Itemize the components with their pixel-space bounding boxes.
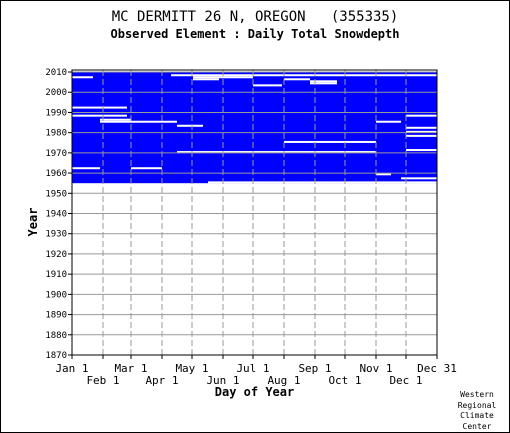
y-tick-label: 1970: [45, 149, 67, 159]
missing-data-gap: [72, 114, 127, 117]
missing-data-gap: [72, 106, 127, 109]
chart-title: MC DERMITT 26 N, OREGON (355335): [111, 9, 399, 25]
x-axis-title: Day of Year: [215, 385, 294, 399]
chart-subtitle: Observed Element : Daily Total Snowdepth: [110, 27, 400, 41]
missing-data-gap: [208, 181, 437, 184]
missing-data-gap: [177, 151, 376, 154]
y-tick-label: 1960: [45, 169, 67, 179]
missing-data-gap: [406, 149, 437, 152]
y-tick-label: 1910: [45, 270, 67, 280]
missing-data-gap: [100, 118, 131, 121]
x-tick-label: Dec 31: [417, 362, 457, 375]
missing-data-gap: [310, 82, 337, 85]
x-tick-label: Jan 1: [55, 362, 88, 375]
missing-data-gap: [406, 134, 437, 137]
y-axis-title: Year: [26, 207, 40, 237]
x-tick-label: Jun 1: [206, 374, 239, 387]
missing-data-gap: [72, 167, 100, 170]
x-tick-label: Dec 1: [389, 374, 422, 387]
credit-line: Regional: [457, 400, 497, 410]
y-tick-label: 1980: [45, 129, 67, 139]
missing-data-gap: [72, 70, 437, 73]
x-tick-label: Aug 1: [267, 374, 300, 387]
x-tick-label: Oct 1: [328, 374, 361, 387]
missing-data-gap: [193, 78, 219, 81]
y-tick-label: 1890: [45, 311, 67, 321]
plot-border: [71, 69, 438, 356]
missing-data-gap: [72, 76, 93, 79]
missing-data-gap: [100, 120, 177, 123]
missing-data-gap: [253, 84, 282, 87]
x-tick-label: Feb 1: [86, 374, 119, 387]
credit-line: Center: [462, 421, 492, 431]
y-tick-label: 1950: [45, 189, 67, 199]
missing-data-gap: [406, 126, 437, 129]
missing-data-gap: [193, 76, 219, 79]
y-tick-label: 1940: [45, 210, 67, 220]
missing-data-gap: [219, 76, 253, 79]
missing-data-gap: [406, 130, 437, 133]
x-tick-label: Nov 1: [359, 362, 392, 375]
y-tick-label: 1990: [45, 108, 67, 118]
missing-data-gap: [284, 140, 376, 143]
y-tick-label: 1880: [45, 331, 67, 341]
missing-data-gap: [376, 173, 391, 176]
missing-data-gap: [406, 114, 437, 117]
x-tick-label: Sep 1: [298, 362, 331, 375]
y-tick-label: 2000: [45, 88, 67, 98]
data-coverage-block: [72, 70, 437, 184]
x-tick-label: Apr 1: [145, 374, 178, 387]
x-tick-label: Jul 1: [236, 362, 269, 375]
missing-data-gap: [376, 120, 401, 123]
missing-data-gap: [177, 124, 203, 127]
y-tick-label: 1870: [45, 351, 67, 361]
missing-data-gap: [401, 177, 437, 180]
missing-data-gap: [284, 78, 310, 81]
x-tick-label: Mar 1: [114, 362, 147, 375]
missing-data-gap: [171, 74, 437, 77]
credit-line: Climate: [460, 411, 494, 420]
y-tick-label: 1920: [45, 250, 67, 260]
wrcc-credit: Western Regional Climate Center: [449, 390, 505, 432]
y-tick-label: 1900: [45, 290, 67, 300]
y-tick-label: 1930: [45, 230, 67, 240]
credit-line: Western: [460, 390, 494, 399]
missing-data-gap: [131, 167, 162, 170]
missing-data-gap: [310, 80, 337, 83]
x-tick-label: May 1: [175, 362, 208, 375]
y-tick-label: 2010: [45, 68, 67, 78]
